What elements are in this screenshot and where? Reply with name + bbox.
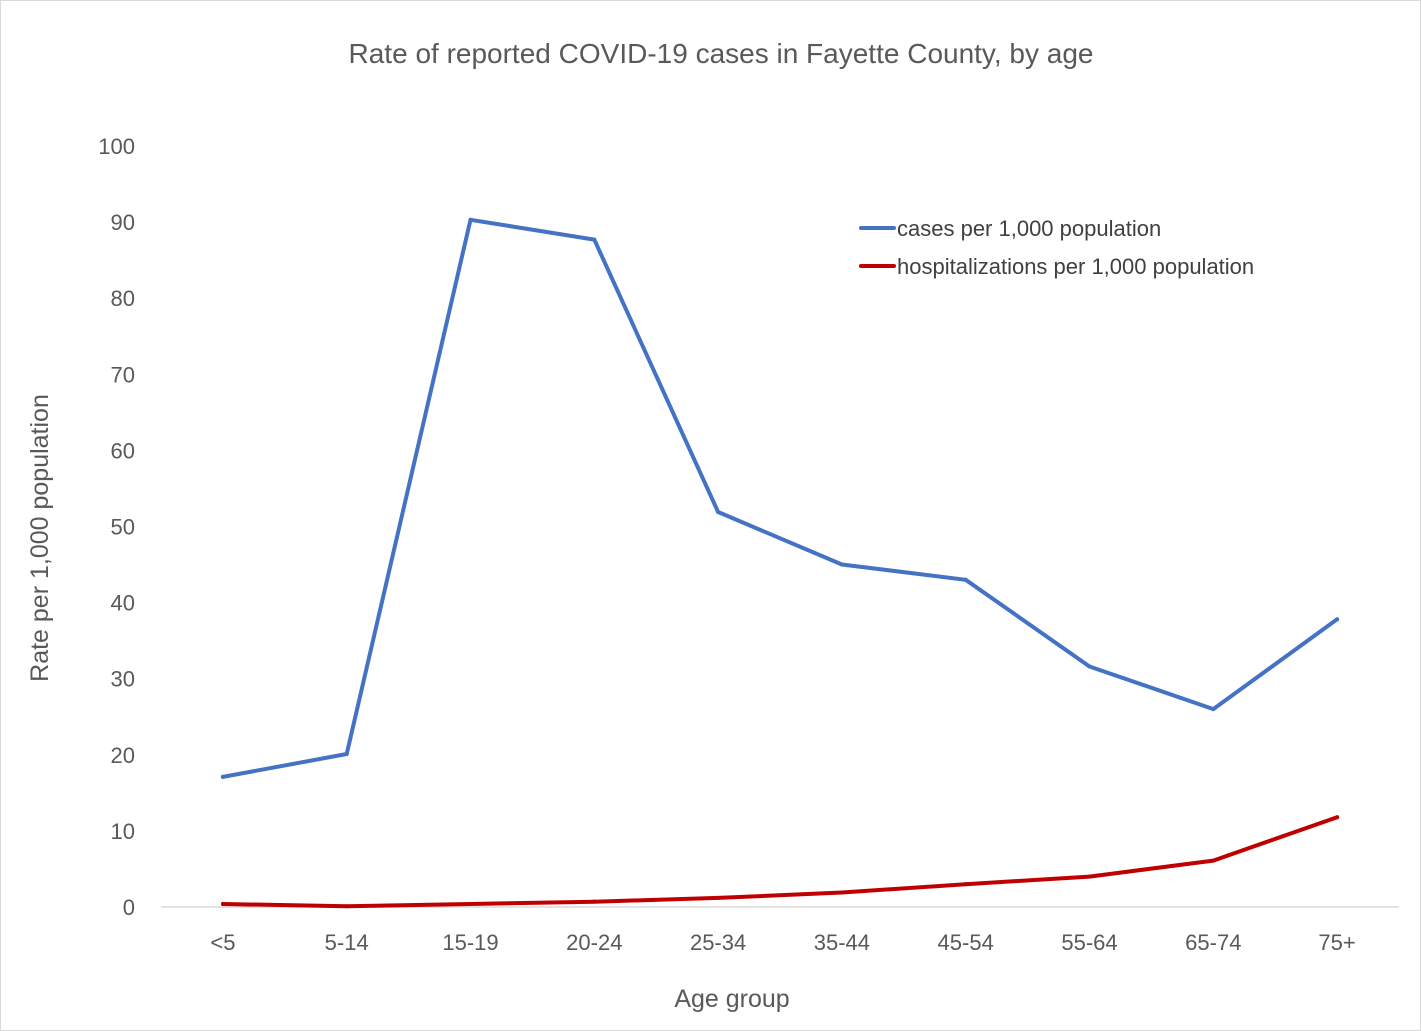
data-point [1211, 707, 1216, 712]
y-tick-label: 50 [111, 515, 135, 540]
y-tick-label: 70 [111, 362, 135, 387]
data-point [344, 752, 349, 757]
y-tick-label: 80 [111, 286, 135, 311]
x-tick-label: 35-44 [814, 930, 870, 955]
data-point [716, 510, 721, 515]
data-point [468, 217, 473, 222]
x-tick-label: 75+ [1318, 930, 1355, 955]
x-tick-label: 5-14 [325, 930, 369, 955]
x-tick-label: 15-19 [442, 930, 498, 955]
y-tick-label: 90 [111, 210, 135, 235]
x-tick-label: <5 [210, 930, 235, 955]
x-axis-ticks: <5 5-14 15-19 20-24 25-34 35-44 45-54 55-64 65-7… [210, 930, 1355, 955]
data-point [716, 895, 721, 900]
data-point [839, 890, 844, 895]
data-point [1335, 617, 1340, 622]
data-point [1087, 664, 1092, 669]
data-point [839, 562, 844, 567]
data-point [220, 774, 225, 779]
y-tick-label: 30 [111, 667, 135, 692]
y-axis-ticks: 0 10 20 30 40 50 60 70 80 90 100 [98, 134, 135, 920]
data-point [1087, 874, 1092, 879]
y-tick-label: 20 [111, 743, 135, 768]
series-layer [220, 217, 1340, 909]
y-tick-label: 60 [111, 438, 135, 463]
y-tick-label: 40 [111, 591, 135, 616]
legend: cases per 1,000 population hospitalizatio… [859, 216, 1254, 279]
data-point [220, 901, 225, 906]
data-point [592, 237, 597, 242]
x-tick-label: 45-54 [938, 930, 994, 955]
x-tick-label: 65-74 [1185, 930, 1241, 955]
x-tick-label: 55-64 [1061, 930, 1117, 955]
y-tick-label: 0 [123, 895, 135, 920]
data-point [1211, 858, 1216, 863]
legend-label: hospitalizations per 1,000 population [897, 254, 1254, 279]
series-line-cases [220, 217, 1340, 779]
x-axis-title: Age group [674, 985, 789, 1013]
legend-label: cases per 1,000 population [897, 216, 1161, 241]
data-point [963, 882, 968, 887]
data-point [468, 901, 473, 906]
data-point [344, 904, 349, 909]
data-point [963, 577, 968, 582]
x-tick-label: 20-24 [566, 930, 622, 955]
data-point [1335, 815, 1340, 820]
series-line-hospitalizations [220, 815, 1340, 909]
y-tick-label: 100 [98, 134, 135, 159]
y-axis-title: Rate per 1,000 population [26, 394, 54, 682]
x-tick-label: 25-34 [690, 930, 746, 955]
y-tick-label: 10 [111, 819, 135, 844]
chart-title: Rate of reported COVID-19 cases in Fayet… [349, 38, 1094, 69]
data-point [592, 899, 597, 904]
